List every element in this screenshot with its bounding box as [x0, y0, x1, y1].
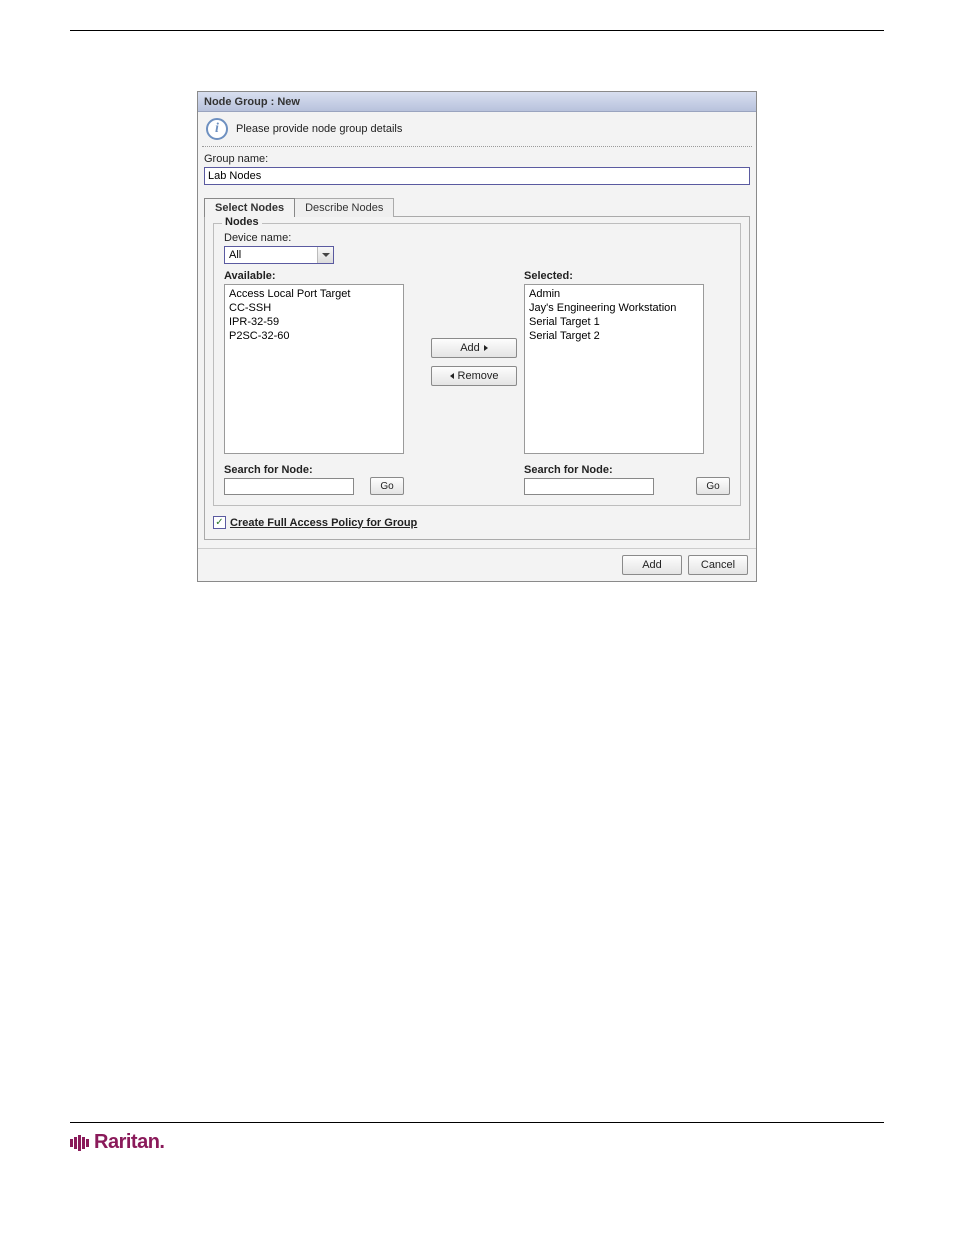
tab-describe-nodes-label: Describe Nodes [305, 202, 383, 214]
add-button-label: Add [642, 559, 662, 571]
group-name-label: Group name: [204, 153, 750, 165]
tab-describe-nodes[interactable]: Describe Nodes [295, 198, 394, 217]
add-node-label: Add [460, 342, 480, 354]
policy-row: ✓ Create Full Access Policy for Group [213, 516, 741, 529]
search-available-label: Search for Node: [224, 464, 366, 476]
group-name-block: Group name: [198, 153, 756, 193]
bottom-rule [70, 1122, 884, 1123]
list-item[interactable]: Serial Target 1 [529, 315, 699, 329]
available-listbox[interactable]: Access Local Port TargetCC-SSHIPR-32-59P… [224, 284, 404, 454]
go-available-label: Go [380, 481, 393, 492]
brand-bars-icon [70, 1135, 90, 1151]
info-icon: i [206, 118, 228, 140]
list-item[interactable]: P2SC-32-60 [229, 329, 399, 343]
device-name-select[interactable]: All [224, 246, 334, 264]
brand-name: Raritan [94, 1131, 159, 1154]
nodes-fieldset: Nodes Device name: All Available: Access… [213, 223, 741, 506]
list-item[interactable]: IPR-32-59 [229, 315, 399, 329]
chevron-right-icon [484, 345, 488, 351]
nodes-legend: Nodes [222, 216, 262, 228]
brand-dot: . [159, 1131, 165, 1154]
transfer-row: Available: Access Local Port TargetCC-SS… [224, 270, 730, 454]
chevron-down-icon [317, 247, 333, 263]
brand-row: Raritan . [70, 1131, 884, 1174]
remove-node-button[interactable]: Remove [431, 366, 517, 386]
info-message: Please provide node group details [236, 123, 402, 135]
top-rule [70, 30, 884, 31]
search-right: Search for Node: Go [524, 454, 730, 495]
go-selected-label: Go [706, 481, 719, 492]
cancel-button-label: Cancel [701, 559, 735, 571]
search-selected-label: Search for Node: [524, 464, 692, 476]
brand-logo: Raritan . [70, 1131, 165, 1154]
chevron-left-icon [450, 373, 454, 379]
add-button[interactable]: Add [622, 555, 682, 575]
selected-column: Selected: AdminJay's Engineering Worksta… [524, 270, 730, 454]
dialog-titlebar: Node Group : New [198, 92, 756, 112]
list-item[interactable]: Jay's Engineering Workstation [529, 301, 699, 315]
info-row: i Please provide node group details [198, 112, 756, 144]
selected-label: Selected: [524, 270, 730, 282]
list-item[interactable]: CC-SSH [229, 301, 399, 315]
available-column: Available: Access Local Port TargetCC-SS… [224, 270, 404, 454]
search-available-input[interactable] [224, 478, 354, 495]
tabs: Select Nodes Describe Nodes [198, 197, 756, 216]
transfer-buttons: Add Remove [424, 270, 524, 454]
separator [202, 146, 752, 147]
available-label: Available: [224, 270, 404, 282]
node-group-dialog: Node Group : New i Please provide node g… [197, 91, 757, 582]
search-selected-input[interactable] [524, 478, 654, 495]
policy-label: Create Full Access Policy for Group [230, 517, 417, 529]
group-name-input[interactable] [204, 167, 750, 185]
selected-listbox[interactable]: AdminJay's Engineering WorkstationSerial… [524, 284, 704, 454]
go-selected-button[interactable]: Go [696, 477, 730, 495]
device-name-label: Device name: [224, 232, 730, 244]
check-icon: ✓ [215, 518, 223, 528]
list-item[interactable]: Access Local Port Target [229, 287, 399, 301]
tab-select-nodes[interactable]: Select Nodes [204, 198, 295, 217]
go-available-button[interactable]: Go [370, 477, 404, 495]
remove-node-label: Remove [458, 370, 499, 382]
policy-checkbox[interactable]: ✓ [213, 516, 226, 529]
dialog-title: Node Group : New [204, 96, 300, 108]
search-left: Search for Node: Go [224, 454, 404, 495]
add-node-button[interactable]: Add [431, 338, 517, 358]
dialog-footer: Add Cancel [198, 548, 756, 581]
list-item[interactable]: Admin [529, 287, 699, 301]
device-name-value: All [229, 249, 241, 261]
search-row-container: Search for Node: Go S [224, 454, 730, 495]
tab-select-nodes-label: Select Nodes [215, 202, 284, 214]
page-footer: Raritan . [70, 1122, 884, 1174]
cancel-button[interactable]: Cancel [688, 555, 748, 575]
list-item[interactable]: Serial Target 2 [529, 329, 699, 343]
tab-body: Nodes Device name: All Available: Access… [204, 216, 750, 540]
